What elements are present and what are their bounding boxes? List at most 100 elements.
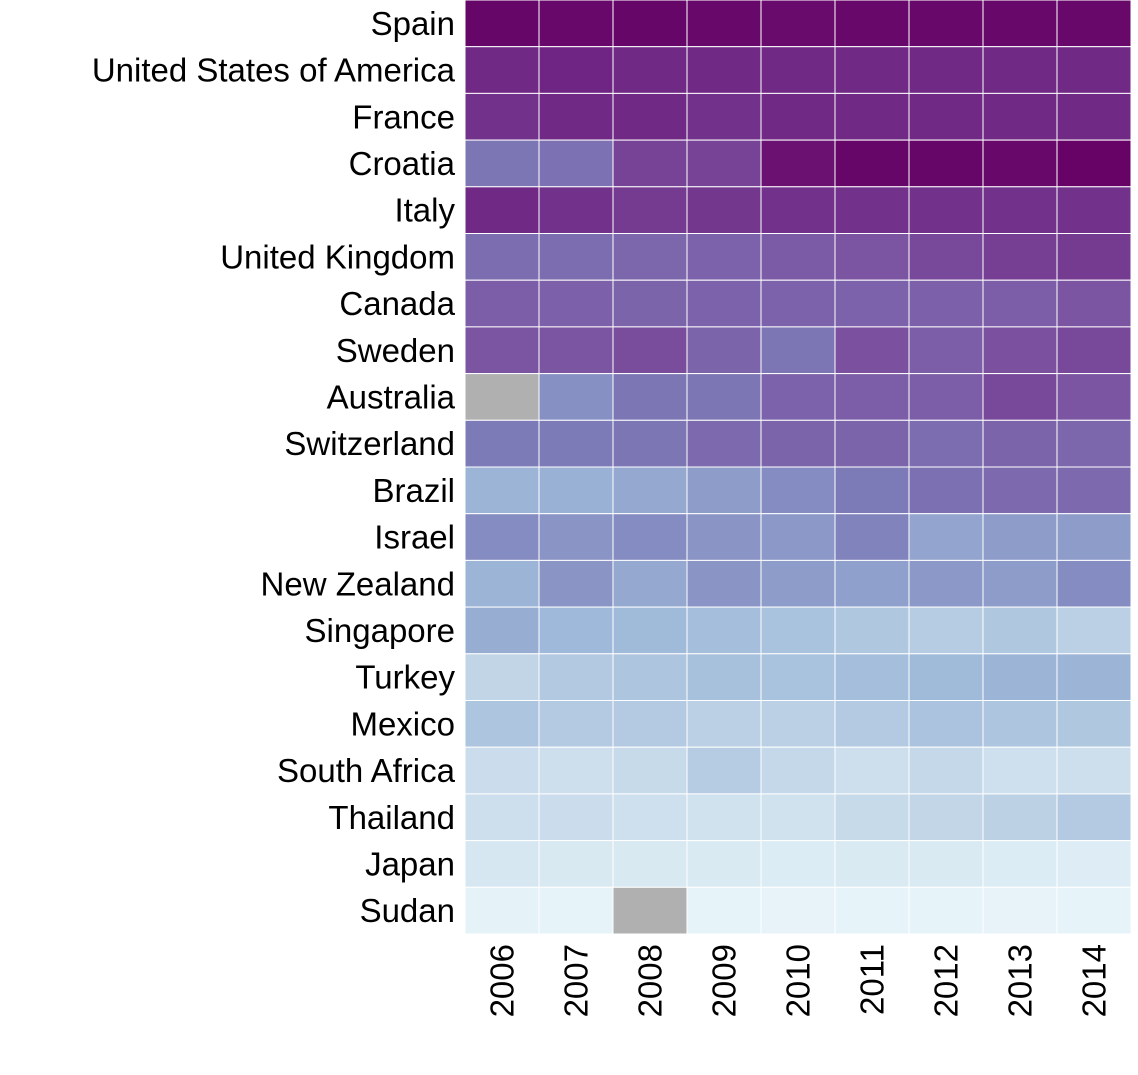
row-label-turkey: Turkey (355, 659, 455, 696)
cell-singapore-2013 (982, 606, 1058, 655)
row-label-france: France (352, 98, 455, 135)
cell-spain-2006 (464, 0, 540, 48)
row-label-mexico: Mexico (350, 705, 455, 742)
cell-japan-2010 (760, 840, 836, 888)
cell-united-kingdom-2013 (982, 233, 1058, 281)
cell-brazil-2013 (982, 466, 1058, 515)
cell-japan-2009 (686, 840, 762, 888)
cell-brazil-2006 (464, 466, 540, 515)
cell-italy-2010 (760, 186, 836, 235)
row-label-new-zealand: New Zealand (261, 565, 455, 602)
column-label-2007: 2007 (558, 944, 595, 1017)
cell-croatia-2013 (982, 139, 1058, 188)
cell-france-2007 (538, 92, 614, 141)
cell-turkey-2013 (982, 653, 1058, 701)
cell-new-zealand-2014 (1056, 559, 1132, 608)
cell-new-zealand-2008 (612, 559, 688, 608)
cell-singapore-2007 (538, 606, 614, 655)
row-label-thailand: Thailand (328, 799, 455, 836)
cell-spain-2012 (908, 0, 984, 48)
cell-united-kingdom-2006 (464, 233, 540, 281)
cell-australia-2008 (612, 373, 688, 421)
cell-israel-2009 (686, 513, 762, 561)
cell-croatia-2006 (464, 139, 540, 188)
cell-south-africa-2013 (982, 746, 1058, 795)
cell-south-africa-2010 (760, 746, 836, 795)
cell-spain-2009 (686, 0, 762, 48)
row-label-united-states-of-america: United States of America (92, 52, 456, 89)
cell-sweden-2008 (612, 326, 688, 375)
cell-brazil-2009 (686, 466, 762, 515)
cell-sweden-2013 (982, 326, 1058, 375)
cell-canada-2013 (982, 279, 1058, 328)
column-label-2006: 2006 (484, 944, 521, 1017)
cell-mexico-2006 (464, 700, 540, 748)
cell-south-africa-2014 (1056, 746, 1132, 795)
cell-united-kingdom-2009 (686, 233, 762, 281)
cell-sweden-2007 (538, 326, 614, 375)
cell-canada-2008 (612, 279, 688, 328)
cell-israel-2007 (538, 513, 614, 561)
cell-sudan-2009 (686, 886, 762, 935)
cell-croatia-2009 (686, 139, 762, 188)
cell-thailand-2008 (612, 793, 688, 842)
cell-mexico-2009 (686, 700, 762, 748)
cell-brazil-2008 (612, 466, 688, 515)
cell-spain-2011 (834, 0, 910, 48)
cell-thailand-2012 (908, 793, 984, 842)
cell-croatia-2011 (834, 139, 910, 188)
cell-croatia-2007 (538, 139, 614, 188)
cell-switzerland-2011 (834, 419, 910, 468)
cell-switzerland-2008 (612, 419, 688, 468)
cell-sweden-2012 (908, 326, 984, 375)
cell-new-zealand-2006 (464, 559, 540, 608)
cell-canada-2007 (538, 279, 614, 328)
row-label-australia: Australia (327, 378, 456, 415)
cell-united-states-of-america-2009 (686, 46, 762, 94)
cell-united-kingdom-2008 (612, 233, 688, 281)
cell-new-zealand-2012 (908, 559, 984, 608)
cell-united-states-of-america-2010 (760, 46, 836, 94)
cell-united-kingdom-2010 (760, 233, 836, 281)
cell-italy-2013 (982, 186, 1058, 235)
cell-turkey-2010 (760, 653, 836, 701)
cell-sudan-2014 (1056, 886, 1132, 935)
cell-japan-2007 (538, 840, 614, 888)
cell-switzerland-2007 (538, 419, 614, 468)
cell-israel-2014 (1056, 513, 1132, 561)
cell-united-kingdom-2012 (908, 233, 984, 281)
column-label-2010: 2010 (780, 944, 817, 1017)
cell-canada-2011 (834, 279, 910, 328)
cell-united-states-of-america-2014 (1056, 46, 1132, 94)
cell-france-2014 (1056, 92, 1132, 141)
cell-japan-2008 (612, 840, 688, 888)
cell-sudan-2008 (612, 886, 688, 935)
cell-france-2013 (982, 92, 1058, 141)
cell-canada-2014 (1056, 279, 1132, 328)
cell-japan-2011 (834, 840, 910, 888)
cell-sudan-2011 (834, 886, 910, 935)
cell-new-zealand-2010 (760, 559, 836, 608)
row-label-south-africa: South Africa (277, 752, 456, 789)
cell-mexico-2014 (1056, 700, 1132, 748)
cell-mexico-2011 (834, 700, 910, 748)
cell-south-africa-2009 (686, 746, 762, 795)
cell-brazil-2012 (908, 466, 984, 515)
row-label-sudan: Sudan (360, 892, 455, 929)
cell-canada-2009 (686, 279, 762, 328)
cell-brazil-2010 (760, 466, 836, 515)
cell-sudan-2013 (982, 886, 1058, 935)
cell-new-zealand-2009 (686, 559, 762, 608)
cell-spain-2013 (982, 0, 1058, 48)
cell-australia-2011 (834, 373, 910, 421)
cell-new-zealand-2013 (982, 559, 1058, 608)
cell-italy-2009 (686, 186, 762, 235)
cell-singapore-2010 (760, 606, 836, 655)
cell-singapore-2012 (908, 606, 984, 655)
row-label-brazil: Brazil (372, 472, 455, 509)
cell-japan-2014 (1056, 840, 1132, 888)
cell-croatia-2012 (908, 139, 984, 188)
cell-united-states-of-america-2011 (834, 46, 910, 94)
row-label-italy: Italy (394, 192, 455, 229)
cell-israel-2011 (834, 513, 910, 561)
